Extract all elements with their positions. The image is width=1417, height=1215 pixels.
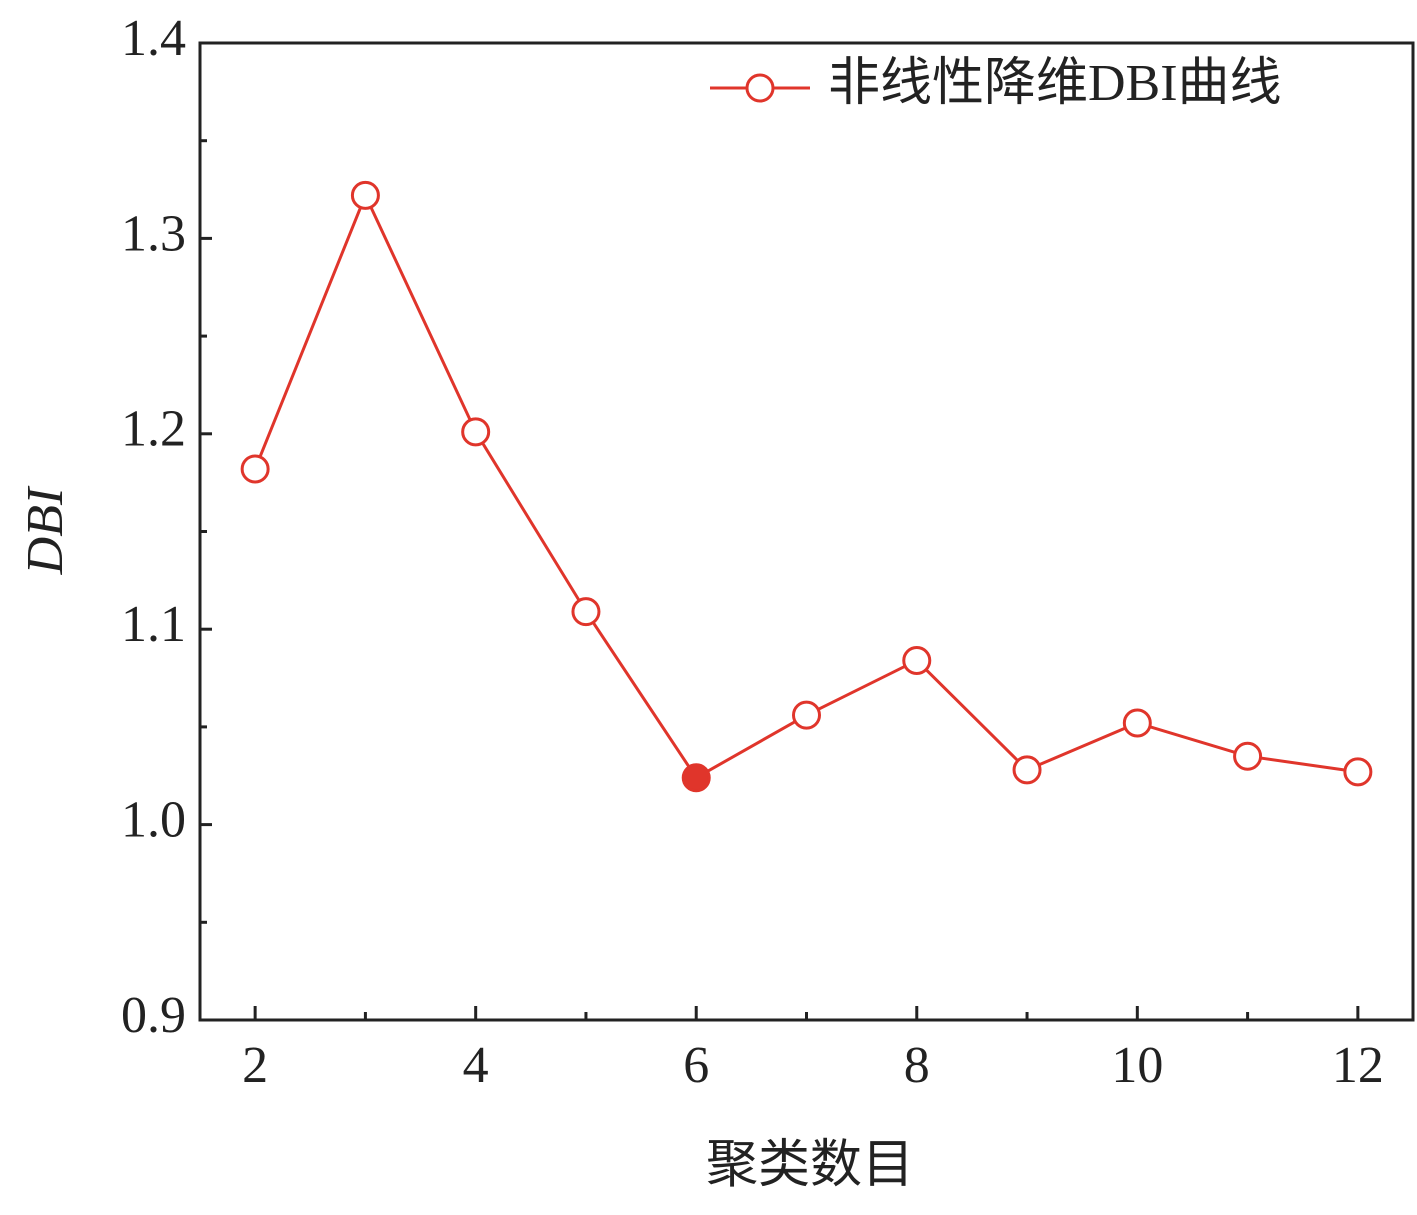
x-tick-label: 4 <box>463 1037 489 1094</box>
data-point <box>681 763 711 793</box>
y-tick-label: 1.3 <box>121 205 186 262</box>
data-point <box>461 417 491 447</box>
x-tick-label: 12 <box>1332 1037 1384 1094</box>
x-tick-label: 8 <box>904 1037 930 1094</box>
data-point <box>571 597 601 627</box>
y-tick-label: 1.0 <box>121 792 186 849</box>
x-tick-label: 6 <box>683 1037 709 1094</box>
series-line <box>253 191 1359 780</box>
data-point <box>902 645 932 675</box>
y-tick-label: 1.2 <box>121 401 186 458</box>
data-point <box>1122 708 1152 738</box>
x-tick-label: 2 <box>242 1037 268 1094</box>
legend-marker <box>745 73 775 103</box>
y-tick-label: 1.4 <box>121 10 186 67</box>
y-axis-label: DBI <box>17 485 74 575</box>
x-axis-label: 聚类数目 <box>706 1137 914 1194</box>
legend-label: 非线性降维DBI曲线 <box>828 55 1282 112</box>
data-point <box>792 700 821 730</box>
data-point <box>240 454 270 484</box>
plot-frame <box>198 41 1415 1022</box>
data-point <box>350 180 380 210</box>
y-tick-label: 0.9 <box>121 987 186 1044</box>
y-tick-label: 1.1 <box>121 596 186 653</box>
data-point <box>1233 741 1263 771</box>
x-tick-label: 10 <box>1111 1037 1163 1094</box>
data-point <box>1343 757 1373 787</box>
data-point <box>1012 755 1042 785</box>
